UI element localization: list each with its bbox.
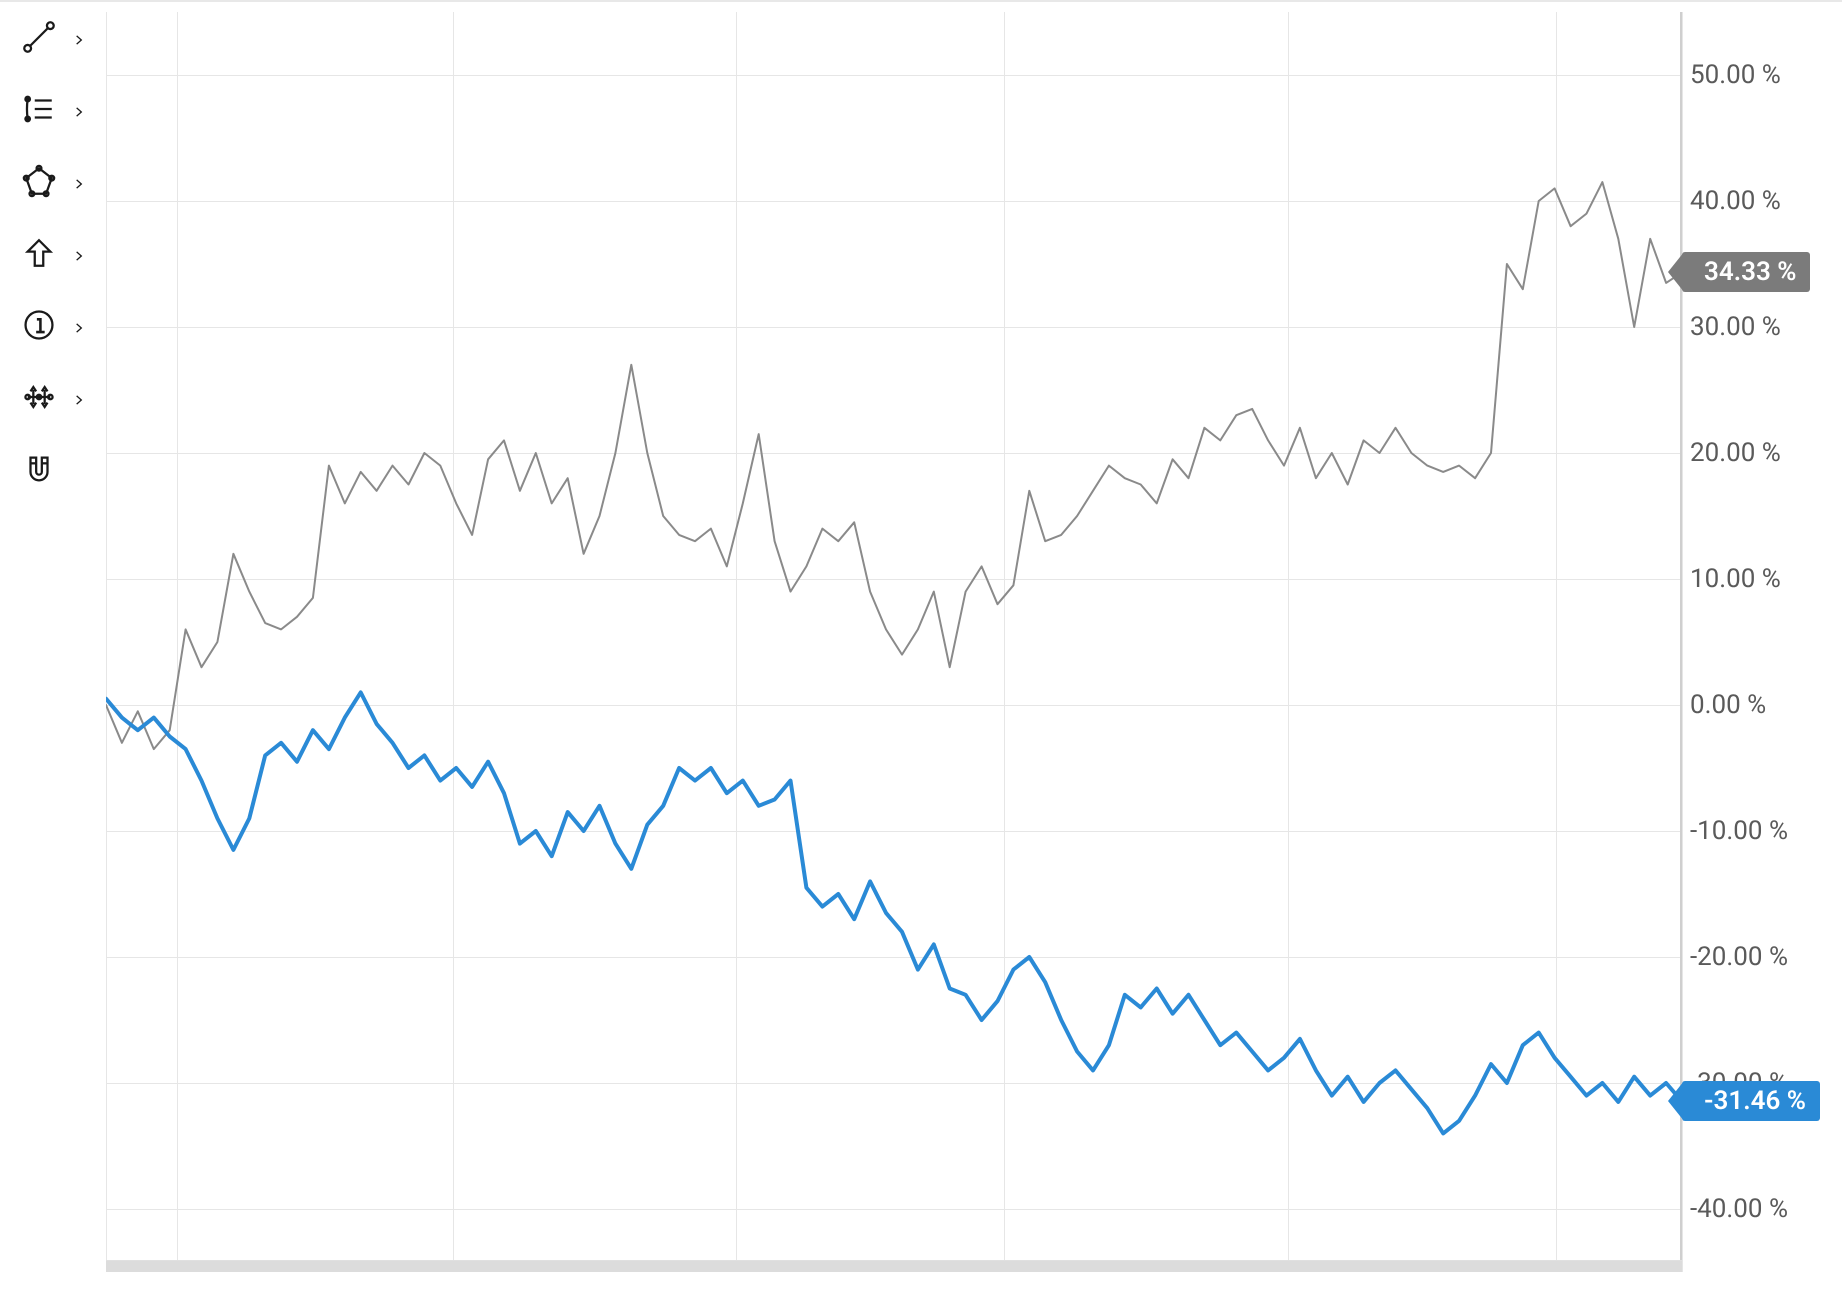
time-scrollbar[interactable]	[106, 1260, 1682, 1272]
polygon-icon	[22, 164, 56, 202]
y-tick-label: 0.00 %	[1690, 690, 1766, 720]
line-tool[interactable]	[22, 20, 106, 58]
chart-svg	[106, 12, 1682, 1272]
gray-series-value-tag: 34.33 %	[1682, 252, 1810, 292]
chevron-right-icon[interactable]	[72, 320, 86, 334]
arrow-tool[interactable]	[22, 236, 106, 274]
magnet-tool[interactable]	[22, 452, 106, 490]
y-tick-label: -10.00 %	[1690, 816, 1788, 846]
fib-list-icon	[22, 92, 56, 130]
price-range-icon	[22, 380, 56, 418]
trend-line-icon	[22, 20, 56, 58]
y-tick-label: 30.00 %	[1690, 312, 1781, 342]
number-tool[interactable]	[22, 308, 106, 346]
y-tick-label: -40.00 %	[1690, 1194, 1788, 1224]
drawing-toolbar	[0, 20, 106, 490]
y-tick-label: -20.00 %	[1690, 942, 1788, 972]
y-tick-label: 20.00 %	[1690, 438, 1781, 468]
chevron-right-icon[interactable]	[72, 32, 86, 46]
chevron-right-icon[interactable]	[72, 176, 86, 190]
y-tick-label: 50.00 %	[1690, 60, 1781, 90]
series-gray-line	[106, 182, 1682, 749]
magnet-icon	[22, 452, 56, 490]
chart-container	[106, 12, 1682, 1294]
chevron-right-icon[interactable]	[72, 104, 86, 118]
value-label: 34.33 %	[1704, 257, 1796, 287]
list-tool[interactable]	[22, 92, 106, 130]
blue-series-value-tag: -31.46 %	[1682, 1081, 1820, 1121]
value-label: -31.46 %	[1704, 1086, 1806, 1116]
range-tool[interactable]	[22, 380, 106, 418]
y-tick-label: 40.00 %	[1690, 186, 1781, 216]
chevron-right-icon[interactable]	[72, 248, 86, 262]
arrow-up-icon	[22, 236, 56, 274]
series-blue-line	[106, 692, 1682, 1133]
y-tick-label: 10.00 %	[1690, 564, 1781, 594]
scrollbar-thumb[interactable]	[106, 1261, 1682, 1272]
chevron-right-icon[interactable]	[72, 392, 86, 406]
plot-area[interactable]	[106, 12, 1682, 1272]
chart-app: 50.00 % 40.00 % 30.00 % 20.00 % 10.00 % 0.00 …	[0, 0, 1842, 1302]
shape-tool[interactable]	[22, 164, 106, 202]
circled-one-icon	[22, 308, 56, 346]
